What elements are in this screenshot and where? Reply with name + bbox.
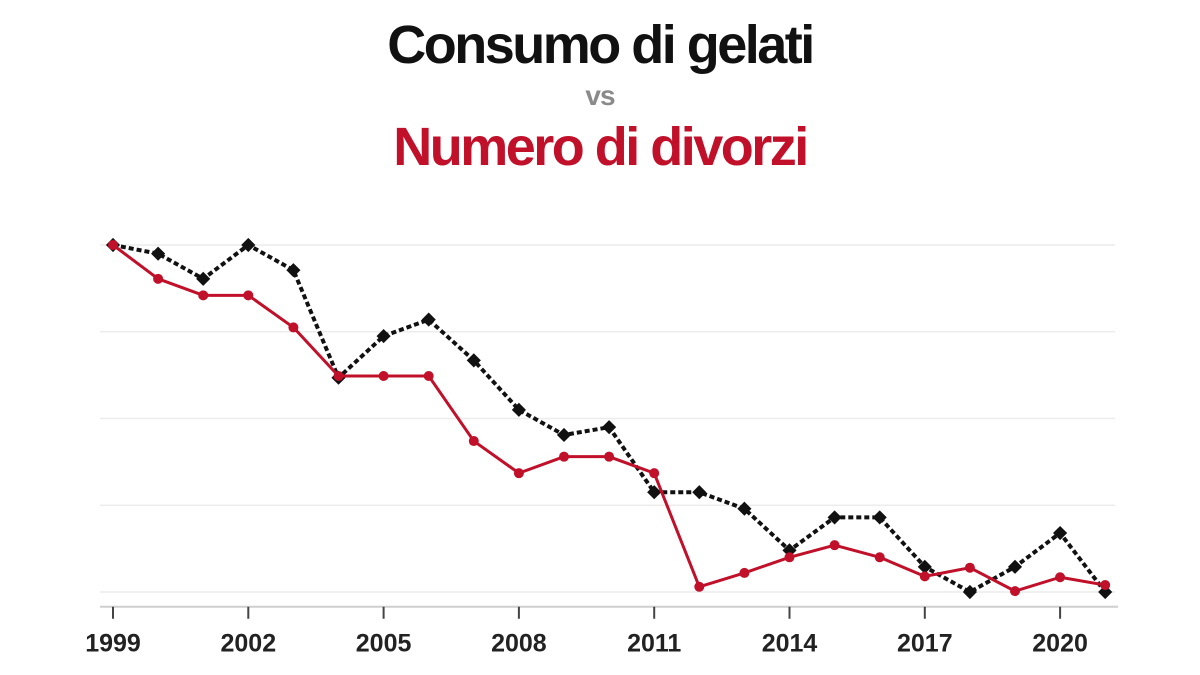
data-point-gelati <box>647 485 662 500</box>
data-point-divorzi <box>153 273 164 284</box>
data-point-divorzi <box>784 552 795 563</box>
data-point-gelati <box>556 427 572 443</box>
data-point-divorzi <box>604 451 615 462</box>
data-point-gelati <box>1053 525 1068 541</box>
data-point-divorzi <box>829 540 840 551</box>
data-point-divorzi <box>694 581 705 592</box>
data-point-divorzi <box>333 370 344 381</box>
data-point-gelati <box>827 510 842 525</box>
x-tick-label: 2008 <box>491 630 547 658</box>
data-point-gelati <box>602 420 617 435</box>
data-point-divorzi <box>243 290 254 301</box>
data-point-gelati <box>511 402 526 417</box>
data-point-gelati <box>376 329 391 344</box>
data-point-divorzi <box>198 290 209 301</box>
data-point-gelati <box>241 237 256 253</box>
data-point-divorzi <box>559 451 569 462</box>
x-tick-label: 2011 <box>627 630 681 658</box>
data-point-gelati <box>1007 559 1023 574</box>
data-point-gelati <box>421 312 436 327</box>
data-point-divorzi <box>739 567 750 578</box>
data-point-gelati <box>286 263 301 278</box>
data-point-divorzi <box>468 436 479 447</box>
x-tick-label: 2002 <box>220 630 276 658</box>
x-tick-label: 1999 <box>85 630 141 658</box>
data-point-divorzi <box>649 468 660 479</box>
data-point-divorzi <box>874 552 885 563</box>
x-tick-label: 2005 <box>356 630 412 658</box>
data-point-divorzi <box>1055 572 1066 583</box>
data-point-divorzi <box>288 322 299 333</box>
data-point-divorzi <box>964 562 975 573</box>
chart-title-second: Numero di divorzi <box>393 117 809 177</box>
x-tick-label: 2014 <box>762 630 818 658</box>
data-point-gelati <box>466 353 481 368</box>
data-point-gelati <box>962 584 977 600</box>
x-tick-label: 2017 <box>897 630 953 658</box>
data-point-divorzi <box>1100 580 1111 591</box>
data-point-divorzi <box>919 571 930 582</box>
data-point-gelati <box>872 510 887 525</box>
data-point-gelati <box>917 559 932 574</box>
data-point-divorzi <box>108 240 118 250</box>
chart-title: Consumo di gelati <box>387 15 815 75</box>
data-point-divorzi <box>1010 586 1020 597</box>
data-point-gelati <box>692 485 707 500</box>
data-point-gelati <box>196 271 211 286</box>
data-point-divorzi <box>513 468 524 479</box>
data-point-divorzi <box>423 370 434 381</box>
data-point-divorzi <box>378 370 389 381</box>
x-tick-label: 2020 <box>1032 630 1088 658</box>
chart-title-connector: vs <box>585 80 615 111</box>
